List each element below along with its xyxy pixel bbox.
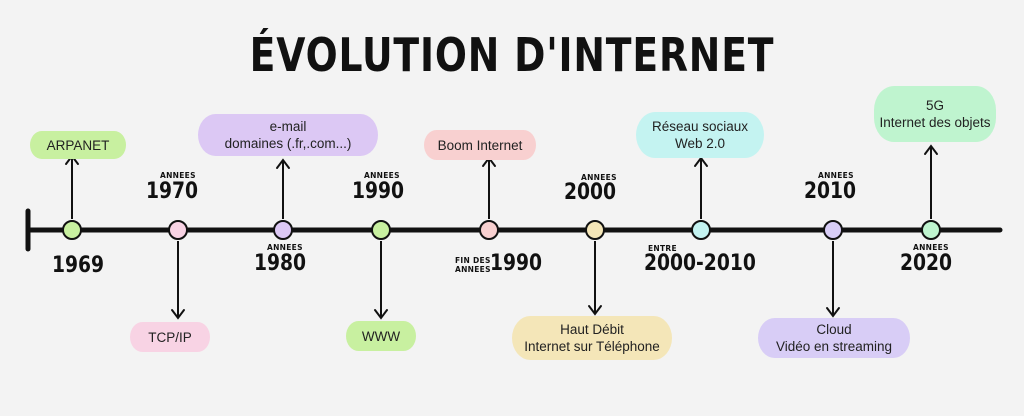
event-bubble-tcpip: TCP/IP bbox=[130, 322, 210, 352]
era-prefix: ANNEES bbox=[818, 171, 854, 180]
year-label-2020: 2020 bbox=[900, 251, 953, 276]
year-label-1970: 1970 bbox=[146, 179, 199, 204]
year-label-1980: 1980 bbox=[254, 251, 307, 276]
arrow-head bbox=[171, 309, 185, 320]
page-title: ÉVOLUTION D'INTERNET bbox=[249, 28, 775, 82]
bubble-line: e-mail bbox=[269, 119, 307, 134]
event-bubble-5g: 5G Internet des objets bbox=[874, 86, 996, 142]
timeline-dot bbox=[371, 220, 391, 240]
timeline-dot bbox=[62, 220, 82, 240]
era-prefix: ANNEES bbox=[913, 243, 949, 252]
year-label-2000-2010: 2000-2010 bbox=[644, 251, 756, 276]
year-label-fin-1990: 1990 bbox=[490, 251, 543, 276]
event-bubble-boom-internet: Boom Internet bbox=[424, 130, 536, 160]
event-bubble-email: e-mail domaines (.fr,.com...) bbox=[198, 114, 378, 156]
year-label-2010: 2010 bbox=[804, 179, 857, 204]
bubble-line: Réseau sociaux bbox=[651, 119, 749, 134]
arrow-head bbox=[374, 309, 388, 320]
year-label-2000: 2000 bbox=[564, 180, 617, 205]
bubble-line: ARPANET bbox=[46, 137, 110, 153]
era-prefix-line2: ANNEES bbox=[455, 265, 491, 274]
timeline-dot bbox=[273, 220, 293, 240]
era-prefix: ENTRE bbox=[648, 244, 677, 253]
event-bubble-arpanet: ARPANET bbox=[30, 131, 126, 159]
arrow-head bbox=[276, 158, 290, 169]
arrow-head bbox=[924, 144, 938, 155]
year-label-1969: 1969 bbox=[52, 253, 105, 278]
event-bubble-cloud: Cloud Vidéo en streaming bbox=[758, 318, 910, 358]
timeline-dot bbox=[479, 220, 499, 240]
era-prefix: ANNEES bbox=[581, 173, 617, 182]
bubble-line: Boom Internet bbox=[437, 137, 523, 153]
bubble-line: Web 2.0 bbox=[674, 136, 726, 151]
bubble-line: Haut Débit bbox=[560, 322, 624, 337]
arrow-head bbox=[694, 156, 708, 167]
bubble-line: 5G bbox=[925, 98, 944, 113]
arrow-head bbox=[588, 305, 602, 316]
bubble-line: Cloud bbox=[816, 322, 852, 337]
era-prefix-line1: FIN DES bbox=[455, 256, 491, 265]
era-prefix: ANNEES bbox=[160, 171, 196, 180]
event-bubble-www: WWW bbox=[346, 321, 416, 351]
timeline-dot bbox=[691, 220, 711, 240]
bubble-line: Internet des objets bbox=[879, 115, 991, 130]
year-label-1990: 1990 bbox=[352, 179, 405, 204]
arrow-head bbox=[826, 307, 840, 318]
timeline-dot bbox=[823, 220, 843, 240]
event-bubble-reseaux-sociaux: Réseau sociaux Web 2.0 bbox=[636, 112, 764, 158]
bubble-line: TCP/IP bbox=[148, 329, 192, 345]
bubble-line: WWW bbox=[361, 328, 401, 344]
timeline-dot bbox=[585, 220, 605, 240]
bubble-line: Vidéo en streaming bbox=[775, 339, 893, 354]
bubble-line: domaines (.fr,.com...) bbox=[224, 136, 352, 151]
timeline-dot bbox=[168, 220, 188, 240]
event-bubble-haut-debit: Haut Débit Internet sur Téléphone bbox=[512, 316, 672, 360]
era-prefix: ANNEES bbox=[267, 243, 303, 252]
timeline-dot bbox=[921, 220, 941, 240]
era-prefix: ANNEES bbox=[364, 171, 400, 180]
bubble-line: Internet sur Téléphone bbox=[524, 339, 660, 354]
